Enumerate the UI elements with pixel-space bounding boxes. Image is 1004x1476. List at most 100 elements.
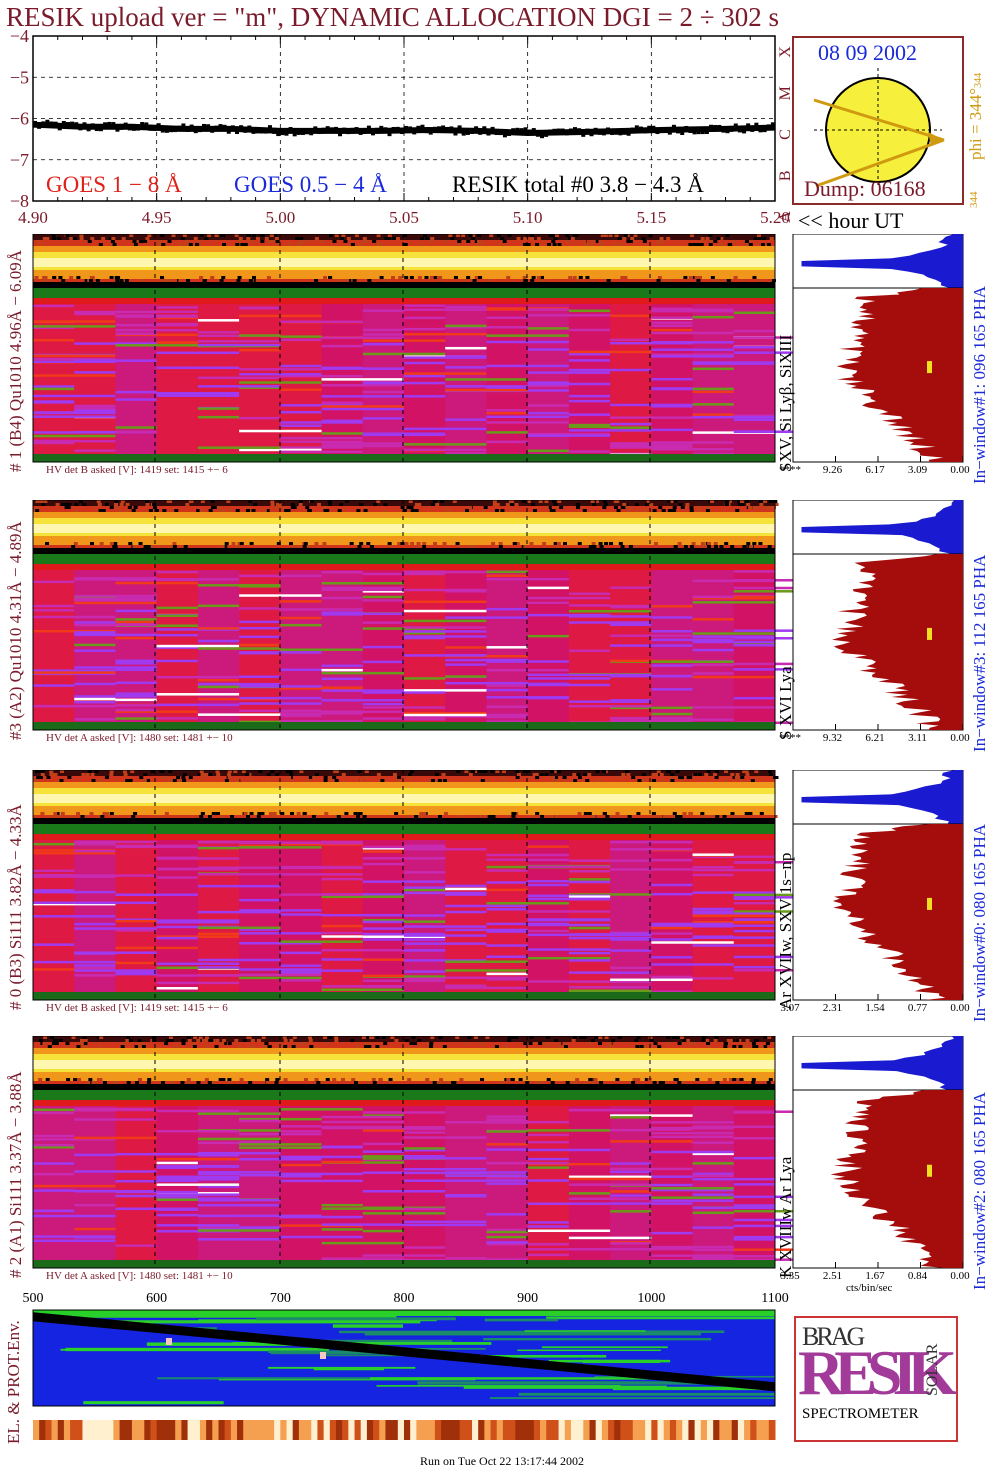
heatmap-streak bbox=[610, 868, 693, 871]
peak-speckle bbox=[615, 812, 620, 815]
peak-speckle bbox=[290, 812, 295, 815]
heatmap-col bbox=[321, 824, 364, 1000]
goes-series-point bbox=[651, 125, 656, 132]
peak-speckle bbox=[292, 1036, 297, 1039]
goes-series-point bbox=[399, 128, 404, 135]
env-strip-cell bbox=[150, 1420, 158, 1440]
peak-speckle bbox=[83, 1039, 88, 1042]
heatmap-streak bbox=[74, 700, 116, 704]
peak-speckle bbox=[402, 509, 407, 512]
goes-series-point bbox=[131, 124, 136, 131]
peak-speckle bbox=[715, 1081, 720, 1084]
peak-speckle bbox=[583, 1081, 588, 1084]
peak-strip-row bbox=[33, 1054, 775, 1058]
peak-speckle bbox=[749, 1042, 754, 1045]
heatmap-streak bbox=[733, 965, 775, 969]
env-strip-cell bbox=[385, 1420, 393, 1440]
peak-speckle bbox=[268, 812, 273, 815]
heatmap-streak bbox=[445, 646, 487, 649]
peak-speckle bbox=[431, 503, 436, 506]
env-strip-cell bbox=[540, 1420, 547, 1440]
peak-speckle bbox=[96, 1036, 101, 1039]
heatmap-streak bbox=[651, 447, 734, 451]
peak-speckle bbox=[641, 773, 646, 776]
heatmap-streak bbox=[280, 338, 322, 342]
heatmap-streak bbox=[280, 335, 322, 338]
peak-speckle bbox=[577, 812, 582, 815]
heatmap-streak bbox=[74, 408, 116, 412]
peak-speckle bbox=[752, 506, 757, 509]
heatmap-streak bbox=[321, 384, 404, 387]
peak-speckle bbox=[529, 1036, 534, 1039]
env-strip-cell bbox=[255, 1420, 263, 1440]
peak-speckle bbox=[262, 509, 267, 512]
peak-speckle bbox=[480, 779, 485, 782]
goes-series-point bbox=[383, 127, 388, 134]
peak-strip-row bbox=[33, 539, 775, 543]
heatmap-streak bbox=[321, 931, 363, 935]
goes-series-point bbox=[123, 122, 128, 129]
peak-speckle bbox=[230, 815, 235, 818]
peak-speckle bbox=[380, 779, 385, 782]
env-strip-cell bbox=[750, 1420, 757, 1440]
heatmap-streak bbox=[404, 677, 446, 680]
heatmap-streak bbox=[404, 888, 446, 892]
heatmap-streak bbox=[362, 702, 404, 706]
heatmap-streak bbox=[651, 324, 693, 327]
heatmap-streak bbox=[692, 415, 775, 419]
goes-series-point bbox=[564, 129, 569, 136]
heatmap-streak bbox=[280, 648, 363, 651]
env-strip-cell bbox=[199, 1420, 207, 1440]
heatmap-streak bbox=[651, 1188, 734, 1192]
peak-speckle bbox=[467, 1036, 472, 1039]
peak-speckle bbox=[303, 1078, 308, 1081]
peak-speckle bbox=[231, 542, 236, 545]
peak-speckle bbox=[55, 503, 60, 506]
peak-speckle bbox=[216, 773, 221, 776]
peak-speckle bbox=[422, 234, 427, 237]
panel-3-svg bbox=[32, 1036, 964, 1269]
env-strip-cell bbox=[410, 1420, 417, 1440]
peak-speckle bbox=[74, 509, 79, 512]
peak-speckle bbox=[143, 545, 148, 548]
peak-speckle bbox=[99, 542, 104, 545]
heatmap-streak bbox=[651, 858, 693, 862]
heatmap-streak bbox=[197, 872, 281, 876]
peak-speckle bbox=[647, 776, 652, 779]
heatmap-streak bbox=[280, 866, 363, 870]
peak-speckle bbox=[541, 1042, 546, 1045]
heatmap-col bbox=[197, 288, 240, 462]
heatmap-streak bbox=[156, 1198, 198, 1201]
peak-speckle bbox=[152, 1039, 157, 1042]
env-strip-cell bbox=[441, 1420, 448, 1440]
env-strip-cell bbox=[94, 1420, 102, 1440]
peak-speckle bbox=[128, 542, 133, 545]
peak-speckle bbox=[284, 509, 289, 512]
peak-speckle bbox=[680, 779, 685, 782]
env-stripe bbox=[359, 1347, 486, 1350]
goes-series-point bbox=[358, 128, 363, 135]
heatmap-streak bbox=[610, 966, 652, 970]
peak-speckle bbox=[588, 1042, 593, 1045]
peak-speckle bbox=[221, 1078, 226, 1081]
peak-speckle bbox=[332, 776, 337, 779]
peak-speckle bbox=[89, 276, 94, 279]
peak-strip-row bbox=[33, 240, 775, 244]
peak-strip-row bbox=[33, 276, 775, 280]
heatmap-streak bbox=[692, 663, 734, 667]
heatmap-streak bbox=[486, 1148, 528, 1151]
peak-speckle bbox=[329, 234, 334, 237]
pha-xtick-label: 3.35 bbox=[780, 1270, 800, 1282]
peak-speckle bbox=[152, 1036, 157, 1039]
heatmap-col bbox=[239, 554, 281, 730]
heatmap-streak bbox=[651, 1231, 693, 1235]
peak-speckle bbox=[269, 234, 274, 237]
peak-speckle bbox=[582, 1036, 587, 1039]
goes-series-point bbox=[507, 129, 512, 136]
peak-speckle bbox=[309, 500, 314, 503]
heatmap-streak bbox=[197, 639, 240, 643]
env-stripe bbox=[325, 1354, 442, 1357]
peak-speckle bbox=[134, 1045, 139, 1048]
peak-speckle bbox=[518, 1081, 523, 1084]
goes-series-point bbox=[746, 123, 751, 130]
